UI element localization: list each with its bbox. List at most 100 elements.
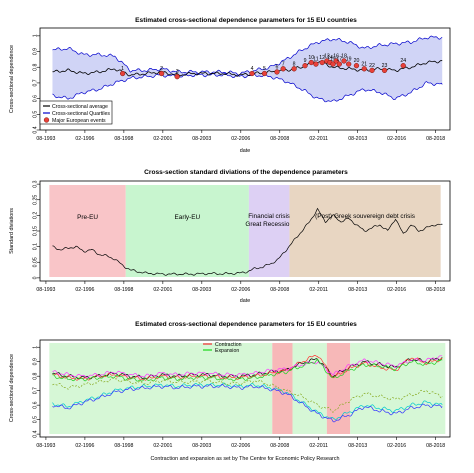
cycle-region <box>350 343 446 434</box>
panel-bottom: Estimated cross-sectional dependence par… <box>9 321 451 462</box>
lower-quartile-line <box>52 72 443 103</box>
x-tick-label: 02-2016 <box>387 287 406 293</box>
x-tick-label: 08-1998 <box>114 443 133 449</box>
x-tick-label: 08-2018 <box>426 443 445 449</box>
panel-middle: Cross-section standard diviations of the… <box>9 169 451 304</box>
event-label: 20 <box>354 58 360 64</box>
legend-label-contraction: Contraction <box>215 342 242 348</box>
event-marker <box>346 61 352 67</box>
country-series-line <box>52 355 443 379</box>
x-tick-label: 02-2001 <box>153 287 172 293</box>
panel-top: Estimated cross-sectional dependence par… <box>9 17 451 154</box>
event-marker <box>319 59 325 66</box>
period-label: Pre-EU <box>77 214 98 221</box>
x-tick-label: 02-2011 <box>309 443 328 449</box>
x-tick-label: 08-2018 <box>426 136 445 142</box>
event-marker <box>361 66 367 72</box>
period-region <box>49 185 126 277</box>
event-label: 23 <box>382 63 388 69</box>
x-tick-label: 08-2003 <box>192 443 211 449</box>
period-region <box>125 185 249 277</box>
y-tick-label: 0.9 <box>32 358 38 365</box>
panel-top-legend: Cross-sectional average Cross-sectional … <box>39 100 113 125</box>
y-tick-label: 0.6 <box>32 95 38 102</box>
event-label: 2 <box>160 66 163 72</box>
panel-bottom-plot-frame <box>39 339 451 438</box>
event-label: 16 <box>333 53 339 59</box>
legend-swatch-events <box>43 117 50 123</box>
x-tick-label: 08-2013 <box>348 287 367 293</box>
legend-label-events: Major European events <box>52 118 106 124</box>
panel-top-y-label: Cross-sectional dependence <box>9 45 15 113</box>
event-marker <box>174 73 180 80</box>
y-tick-label: 0.7 <box>32 387 38 394</box>
panel-top-series <box>52 35 443 103</box>
event-label: 5 <box>263 66 266 72</box>
upper-quartile-line <box>52 35 443 76</box>
event-marker <box>308 59 314 66</box>
event-label: 9 <box>304 58 307 64</box>
quartile-band <box>52 36 443 102</box>
y-tick-label: 0.7 <box>32 79 38 86</box>
event-label: 22 <box>369 63 375 69</box>
period-label: Financial crisis <box>248 213 290 220</box>
event-marker <box>313 61 319 67</box>
y-tick-label: 1 <box>32 346 38 349</box>
event-label: 24 <box>400 58 406 64</box>
country-series-line <box>52 377 443 413</box>
event-marker <box>119 70 126 77</box>
x-tick-label: 08-2013 <box>348 443 367 449</box>
x-tick-label: 08-2018 <box>426 287 445 293</box>
event-label: 11 <box>313 57 318 63</box>
panel-bottom-y-label: Cross-sectional dependence <box>9 354 15 422</box>
event-label: 15 <box>330 57 336 63</box>
x-tick-label: 08-1993 <box>36 136 55 142</box>
quartile-band-area <box>52 36 443 102</box>
event-label: 10 <box>308 55 314 61</box>
panel-bottom-legend: Contraction Expansion <box>203 342 242 354</box>
panel-middle-x-label: date <box>240 298 251 304</box>
event-label: 4 <box>251 66 254 72</box>
legend-label-expansion: Expansion <box>215 348 239 354</box>
event-marker <box>381 67 388 74</box>
panel-bottom-axes: 08-1993 02-1996 08-1998 02-2001 08-2003 02-20… <box>32 346 445 449</box>
event-marker <box>330 61 336 67</box>
event-label: 8 <box>293 61 296 67</box>
event-marker <box>369 67 375 74</box>
average-line <box>52 60 443 77</box>
x-tick-label: 02-1996 <box>75 443 94 449</box>
event-marker <box>274 69 280 75</box>
event-marker <box>291 66 297 72</box>
event-label: 12 <box>319 55 325 61</box>
event-marker <box>400 63 406 69</box>
event-marker <box>280 66 286 72</box>
country-series-line <box>52 382 443 420</box>
x-tick-label: 02-1996 <box>75 136 94 142</box>
y-tick-label: 0.15 <box>32 226 38 236</box>
panel-top-title: Estimated cross-sectional dependence par… <box>135 17 357 24</box>
event-label: 19 <box>346 57 352 63</box>
std-dev-line <box>52 207 443 276</box>
cycle-region <box>292 343 327 434</box>
country-series-line <box>52 357 443 380</box>
event-label: 1 <box>121 66 124 72</box>
country-series-line <box>52 358 443 382</box>
y-tick-label: 0.4 <box>32 430 38 437</box>
y-tick-label: 0.5 <box>32 111 38 118</box>
x-tick-label: 02-2006 <box>231 443 250 449</box>
x-tick-label: 08-1993 <box>36 443 55 449</box>
cycle-region <box>326 343 351 434</box>
y-tick-label: 0.9 <box>32 48 38 55</box>
country-series-line <box>52 355 443 381</box>
x-tick-label: 08-1998 <box>114 136 133 142</box>
event-label: 17 <box>336 57 342 63</box>
y-tick-label: 0.6 <box>32 401 38 408</box>
cycle-region <box>272 343 293 434</box>
y-tick-label: 0.5 <box>32 416 38 423</box>
event-marker <box>353 63 360 69</box>
event-marker <box>158 70 165 77</box>
event-marker <box>341 58 347 64</box>
event-label: 18 <box>341 53 347 59</box>
x-tick-label: 08-2003 <box>192 287 211 293</box>
